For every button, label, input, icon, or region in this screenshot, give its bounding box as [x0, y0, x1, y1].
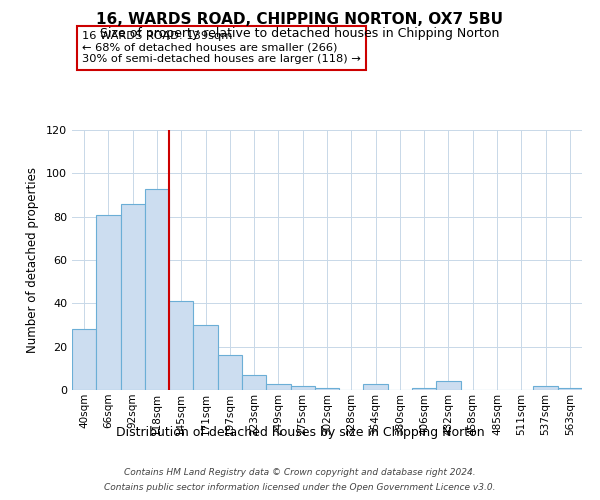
- Bar: [121, 204, 145, 390]
- Bar: [72, 330, 96, 390]
- Text: Contains public sector information licensed under the Open Government Licence v3: Contains public sector information licen…: [104, 483, 496, 492]
- Bar: [290, 386, 315, 390]
- Bar: [145, 188, 169, 390]
- Y-axis label: Number of detached properties: Number of detached properties: [26, 167, 39, 353]
- Bar: [558, 388, 582, 390]
- Text: 16, WARDS ROAD, CHIPPING NORTON, OX7 5BU: 16, WARDS ROAD, CHIPPING NORTON, OX7 5BU: [97, 12, 503, 28]
- Text: 16 WARDS ROAD: 139sqm
← 68% of detached houses are smaller (266)
30% of semi-det: 16 WARDS ROAD: 139sqm ← 68% of detached …: [82, 31, 361, 64]
- Bar: [266, 384, 290, 390]
- Bar: [533, 386, 558, 390]
- Bar: [412, 388, 436, 390]
- Bar: [315, 388, 339, 390]
- Bar: [364, 384, 388, 390]
- Bar: [242, 375, 266, 390]
- Bar: [96, 214, 121, 390]
- Text: Distribution of detached houses by size in Chipping Norton: Distribution of detached houses by size …: [116, 426, 484, 439]
- Bar: [169, 301, 193, 390]
- Text: Size of property relative to detached houses in Chipping Norton: Size of property relative to detached ho…: [100, 28, 500, 40]
- Bar: [193, 325, 218, 390]
- Bar: [436, 382, 461, 390]
- Bar: [218, 356, 242, 390]
- Text: Contains HM Land Registry data © Crown copyright and database right 2024.: Contains HM Land Registry data © Crown c…: [124, 468, 476, 477]
